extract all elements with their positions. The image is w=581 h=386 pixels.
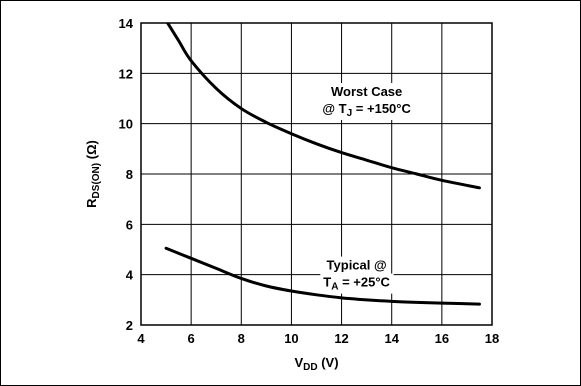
annotation-0: Worst Case @ TJ = +150°C: [319, 82, 415, 120]
annotation-1: Typical @ TA = +25°C: [320, 256, 394, 294]
annotation-bg: [320, 273, 394, 294]
y-tick-label: 4: [126, 268, 134, 283]
y-axis-title-suffix: (Ω): [84, 140, 99, 163]
x-tick-label: 12: [334, 331, 348, 346]
y-tick-label: 10: [119, 117, 133, 132]
y-axis-title: RDS(ON) (Ω): [84, 140, 102, 208]
annotation-line2: TA = +25°C: [323, 275, 390, 293]
x-tick-label: 6: [188, 331, 195, 346]
annotation-line2-sub: A: [331, 282, 338, 293]
x-axis-title-suffix: (V): [318, 355, 339, 370]
annotation-line1: Worst Case: [331, 84, 402, 99]
annotation-line2: @ TJ = +150°C: [322, 101, 411, 119]
annotation-line2-suffix: = +25°C: [338, 275, 390, 290]
annotation-line2-sub: J: [347, 108, 353, 119]
annotation-line2-prefix: T: [323, 275, 331, 290]
annotation-line2-prefix: @ T: [322, 101, 346, 116]
annotation-bg: [327, 82, 406, 100]
grid-layer: [141, 23, 492, 325]
x-axis-title: VDD (V): [294, 355, 338, 373]
x-tick-label: 16: [435, 331, 449, 346]
x-tick-label: 18: [485, 331, 499, 346]
y-axis-title-main: R: [84, 198, 99, 208]
y-axis-title-sub: DS(ON): [91, 163, 102, 199]
annotation-bg: [323, 256, 390, 274]
series-line-worst-case: [165, 23, 481, 190]
labels-layer: Worst Case @ TJ = +150°C Typical @ TA = +25…: [84, 82, 415, 373]
y-tick-label: 6: [126, 217, 133, 232]
x-tick-label: 4: [137, 331, 145, 346]
y-tick-label: 8: [126, 167, 133, 182]
series-line-typical: [164, 246, 481, 306]
y-tick-label: 2: [126, 318, 133, 333]
series-layer: [164, 23, 481, 306]
y-tick-label: 12: [119, 66, 133, 81]
x-tick-label: 10: [284, 331, 298, 346]
x-tick-label: 14: [384, 331, 399, 346]
x-axis-title-main: V: [294, 355, 303, 370]
x-axis-title-sub: DD: [303, 362, 317, 373]
y-tick-label: 14: [119, 16, 134, 31]
annotation-line1: Typical @: [327, 258, 387, 273]
plot-frame: [140, 22, 493, 326]
annotation-line2-suffix: = +150°C: [352, 101, 411, 116]
annotation-bg: [319, 99, 415, 120]
x-tick-label: 8: [238, 331, 245, 346]
